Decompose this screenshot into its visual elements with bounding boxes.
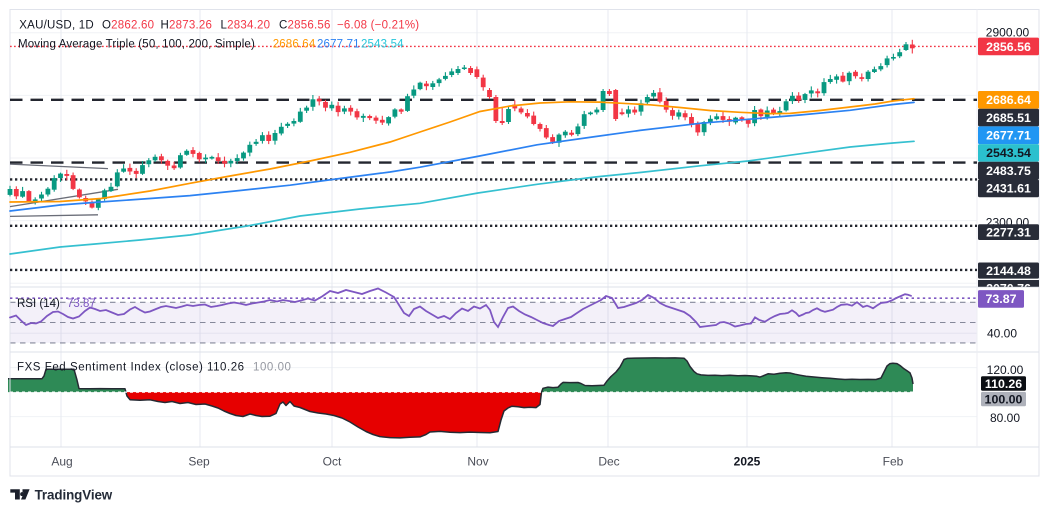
svg-text:2686.64: 2686.64 [986, 93, 1031, 107]
svg-text:Sep: Sep [188, 454, 210, 468]
svg-text:FXS Fed Sentiment Index (close: FXS Fed Sentiment Index (close) 110.26 100… [17, 362, 291, 374]
svg-text:2543.54: 2543.54 [986, 146, 1031, 160]
svg-text:40.00: 40.00 [987, 326, 1017, 340]
svg-text:2856.56: 2856.56 [986, 40, 1031, 54]
svg-text:2144.48: 2144.48 [986, 264, 1031, 278]
svg-text:2483.75: 2483.75 [986, 164, 1031, 178]
svg-text:Oct: Oct [323, 454, 342, 468]
svg-text:2900.00: 2900.00 [986, 26, 1030, 40]
svg-text:120.00: 120.00 [987, 363, 1024, 377]
svg-text:110.26: 110.26 [985, 377, 1022, 391]
svg-text:TradingView: TradingView [35, 487, 113, 502]
svg-text:73.87: 73.87 [985, 292, 1016, 306]
svg-text:100.00: 100.00 [985, 392, 1023, 406]
svg-text:80.00: 80.00 [990, 411, 1020, 425]
svg-text:Nov: Nov [467, 454, 488, 468]
svg-text:Moving Average Triple (50, 100: Moving Average Triple (50, 100, 200, Sim… [18, 38, 404, 50]
svg-text:Dec: Dec [598, 454, 619, 468]
svg-text:2677.71: 2677.71 [986, 129, 1031, 143]
svg-text:2025: 2025 [734, 454, 761, 468]
svg-text:RSI (14) 73.87: RSI (14) 73.87 [17, 298, 96, 310]
svg-text:Aug: Aug [51, 454, 72, 468]
svg-text:2070.76: 2070.76 [986, 281, 1031, 295]
svg-text:Feb: Feb [883, 454, 904, 468]
svg-text:2431.61: 2431.61 [986, 182, 1031, 196]
svg-text:2277.31: 2277.31 [986, 226, 1031, 240]
svg-text:2685.51: 2685.51 [986, 111, 1031, 125]
